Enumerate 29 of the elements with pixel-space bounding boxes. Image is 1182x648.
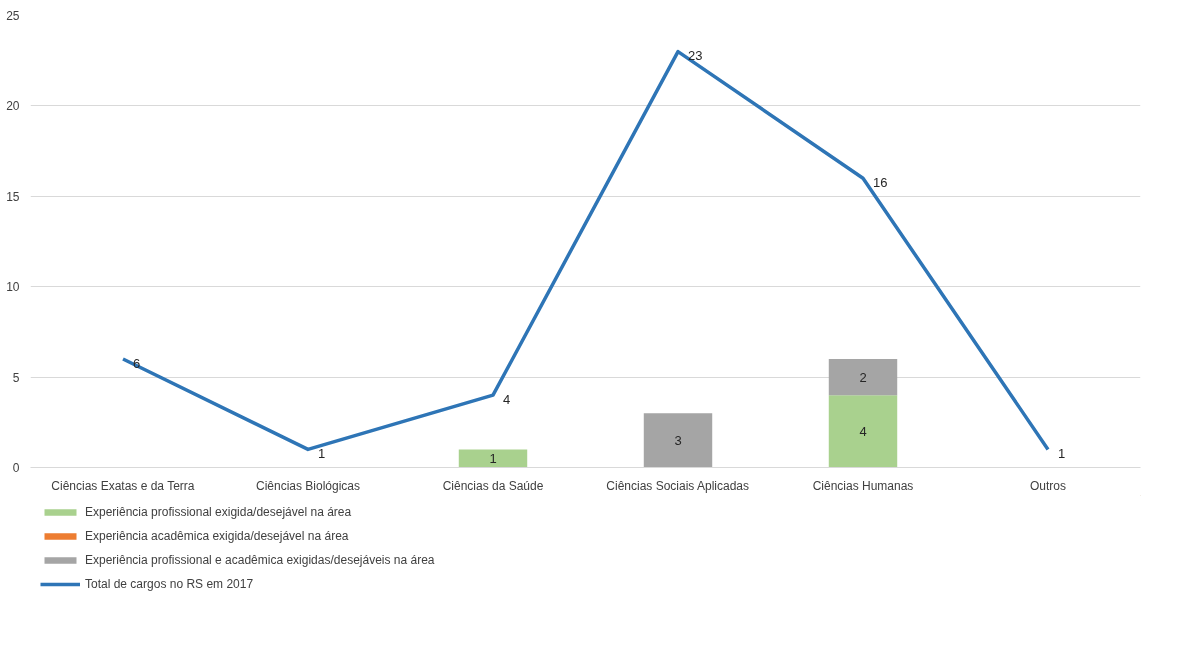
y-tick-label: 20 xyxy=(6,99,20,114)
y-tick-label: 15 xyxy=(6,189,20,204)
x-tick-label: Ciências Sociais Aplicadas xyxy=(606,478,750,493)
x-tick-label: Ciências da Saúde xyxy=(442,478,544,493)
x-tick-label: Ciências Biológicas xyxy=(255,478,361,493)
legend-label: Experiência profissional e acadêmica exigidas/desejáveis na área xyxy=(85,553,435,567)
legend-label: Total de cargos no RS em 2017 xyxy=(85,577,254,591)
y-tick-label: 25 xyxy=(6,9,20,23)
data-label: 2 xyxy=(859,369,867,385)
y-tick-label: 0 xyxy=(12,461,20,475)
x-tick-label: Ciências Humanas xyxy=(812,478,914,493)
data-label: 23 xyxy=(688,48,703,64)
y-tick-label: 5 xyxy=(12,370,20,385)
data-label: 3 xyxy=(674,432,682,448)
bar xyxy=(828,395,898,468)
bar xyxy=(828,359,898,396)
data-label: 4 xyxy=(503,391,511,407)
data-label: 16 xyxy=(873,174,888,190)
legend-label: Experiência acadêmica exigida/desejável na área xyxy=(85,529,349,543)
bar xyxy=(458,449,528,468)
bar xyxy=(643,413,713,468)
data-label: 1 xyxy=(1058,445,1066,461)
data-label: 1 xyxy=(318,445,326,461)
y-tick-label: 10 xyxy=(6,280,20,295)
data-label: 1 xyxy=(489,450,497,466)
x-tick-label: Outros xyxy=(1029,478,1067,493)
legend-label: Experiência profissional exigida/desejável na área xyxy=(85,505,352,519)
x-tick-label: Ciências Exatas e da Terra xyxy=(51,478,195,493)
data-label: 4 xyxy=(859,423,867,439)
